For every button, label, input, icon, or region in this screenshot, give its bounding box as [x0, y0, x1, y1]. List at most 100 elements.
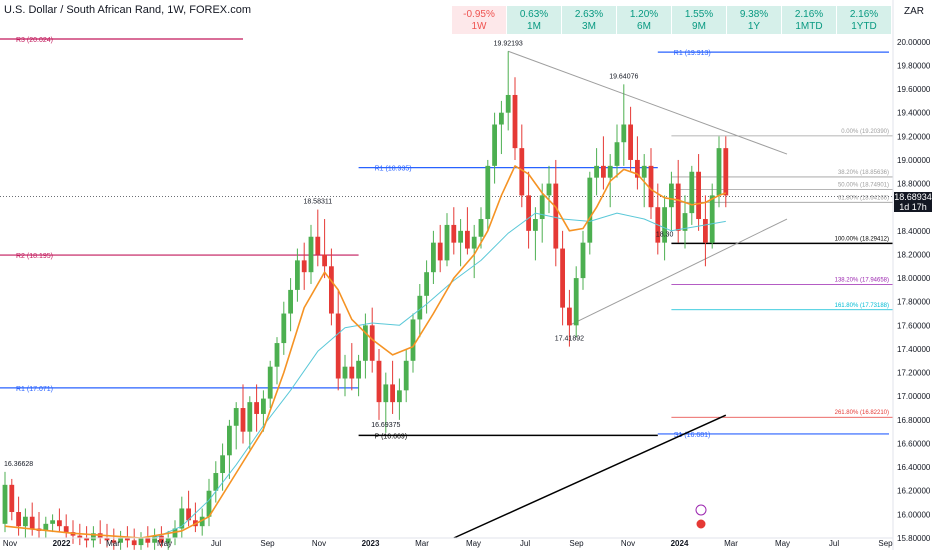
- candle-body: [57, 520, 62, 527]
- y-tick-label: 17.80000: [897, 298, 931, 307]
- candle-body: [281, 313, 287, 344]
- fib-label: 50.00% (18.74901): [838, 183, 889, 189]
- fib-label: 161.80% (17.73188): [835, 303, 889, 309]
- price-annotation: 19.64076: [609, 73, 638, 80]
- candle-body: [635, 159, 640, 178]
- performance-cell-9m[interactable]: 1.55% 9M: [672, 6, 726, 34]
- price-annotation: 19.92193: [494, 40, 523, 47]
- candle-body: [16, 512, 21, 527]
- candle-body: [601, 165, 606, 178]
- candle-body: [261, 398, 266, 414]
- candle-body: [410, 319, 416, 361]
- performance-value: 2.16%: [849, 9, 879, 20]
- candle-body: [342, 366, 348, 379]
- performance-period: 1MTD: [795, 21, 823, 32]
- candle-body: [539, 195, 545, 220]
- candle-body: [118, 538, 123, 543]
- candle-body: [363, 325, 368, 361]
- candle-body: [478, 219, 484, 237]
- candle-body: [43, 523, 49, 531]
- y-tick-label: 17.40000: [897, 345, 931, 354]
- time-axis: Nov 2022 Mar May Jul Sep Nov 2023 Mar May Jul Sep No…: [0, 537, 893, 548]
- y-tick-label: 16.40000: [897, 463, 931, 472]
- price-annotation: 18.58311: [303, 199, 332, 206]
- performance-value: -0.95%: [463, 9, 495, 20]
- fib-label: 0.00% (19.20390): [841, 129, 889, 135]
- last-price-label: 18.68934 1d 17h: [894, 192, 932, 212]
- performance-cell-6m[interactable]: 1.20% 6M: [617, 6, 671, 34]
- candle-body: [512, 94, 518, 149]
- x-tick-label: Mar: [415, 539, 429, 548]
- fib-label: 261.80% (16.82210): [835, 410, 889, 416]
- candle-body: [29, 516, 35, 529]
- candle-body: [145, 538, 151, 543]
- x-tick-label: 2022: [53, 539, 71, 548]
- candle-body: [573, 278, 579, 326]
- performance-period: 1M: [527, 21, 541, 32]
- candle-body: [403, 360, 409, 391]
- y-tick-label: 16.00000: [897, 510, 931, 519]
- performance-value: 1.55%: [684, 9, 714, 20]
- candle-body: [376, 360, 382, 403]
- candle-body: [138, 538, 144, 546]
- triangle-lower-line: [569, 218, 788, 326]
- y-tick-label: 18.20000: [897, 250, 931, 259]
- y-tick-label: 20.00000: [897, 38, 931, 47]
- y-tick-label: 15.80000: [897, 534, 931, 543]
- fib-label: 38.20% (18.85636): [838, 170, 889, 176]
- y-tick-label: 18.80000: [897, 180, 931, 189]
- candle-body: [240, 408, 246, 432]
- y-tick-label: 16.60000: [897, 439, 931, 448]
- candle-body: [431, 242, 436, 273]
- candle-body: [505, 94, 511, 113]
- candle-body: [471, 236, 477, 249]
- performance-cell-1m[interactable]: 0.63% 1M: [507, 6, 561, 34]
- pivot-label: R2 (18.195): [16, 253, 53, 260]
- candle-body: [587, 177, 593, 243]
- chart-title: U.S. Dollar / South African Rand, 1W, FO…: [4, 4, 251, 16]
- y-tick-label: 19.40000: [897, 109, 931, 118]
- price-annotation: 16.69375: [371, 422, 400, 429]
- candle-body: [689, 171, 695, 214]
- candle-body: [295, 260, 300, 290]
- price-annotations: 16.36628 18.58311 16.69375 19.92193 17.41892…: [4, 40, 707, 530]
- candle-body: [499, 112, 504, 125]
- candle-body: [424, 272, 429, 296]
- x-tick-label: Sep: [260, 539, 275, 548]
- candle-body: [104, 538, 110, 541]
- candle-body: [152, 535, 157, 543]
- x-tick-label: Mar: [106, 539, 120, 548]
- performance-cell-1y[interactable]: 9.38% 1Y: [727, 6, 781, 34]
- performance-cell-3m[interactable]: 2.63% 3M: [562, 6, 616, 34]
- candle-body: [369, 325, 375, 361]
- x-tick-label: May: [775, 539, 790, 548]
- performance-value: 0.63%: [519, 9, 549, 20]
- performance-period: 9M: [692, 21, 706, 32]
- candle-body: [233, 408, 239, 426]
- ema-slow-line: [154, 212, 726, 539]
- x-tick-label: Nov: [621, 539, 635, 548]
- x-tick-label: Jul: [211, 539, 221, 548]
- candle-body: [111, 540, 117, 543]
- candle-body: [696, 171, 701, 220]
- x-tick-label: May: [157, 539, 172, 548]
- candle-body: [437, 242, 443, 261]
- performance-cell-1mtd[interactable]: 2.16% 1MTD: [782, 6, 836, 34]
- candle-body: [397, 390, 402, 403]
- candle-body: [682, 213, 688, 231]
- price-axis-bg: [893, 0, 932, 550]
- performance-cell-1w[interactable]: -0.95% 1W: [452, 6, 506, 34]
- candle-body: [492, 124, 497, 166]
- pivot-levels: R3 (20.024) R1 (19.913) R1 (18.935) R2 (18.…: [0, 37, 889, 440]
- candle-body: [159, 535, 164, 543]
- y-tick-label: 17.00000: [897, 392, 931, 401]
- candle-body: [179, 508, 185, 529]
- candle-body: [553, 183, 559, 249]
- performance-value: 9.38%: [739, 9, 769, 20]
- candle-body: [451, 224, 457, 243]
- performance-cell-1ytd[interactable]: 2.16% 1YTD: [837, 6, 891, 34]
- candle-body: [383, 384, 389, 403]
- candle-body: [322, 254, 327, 267]
- y-tick-label: 17.60000: [897, 321, 931, 330]
